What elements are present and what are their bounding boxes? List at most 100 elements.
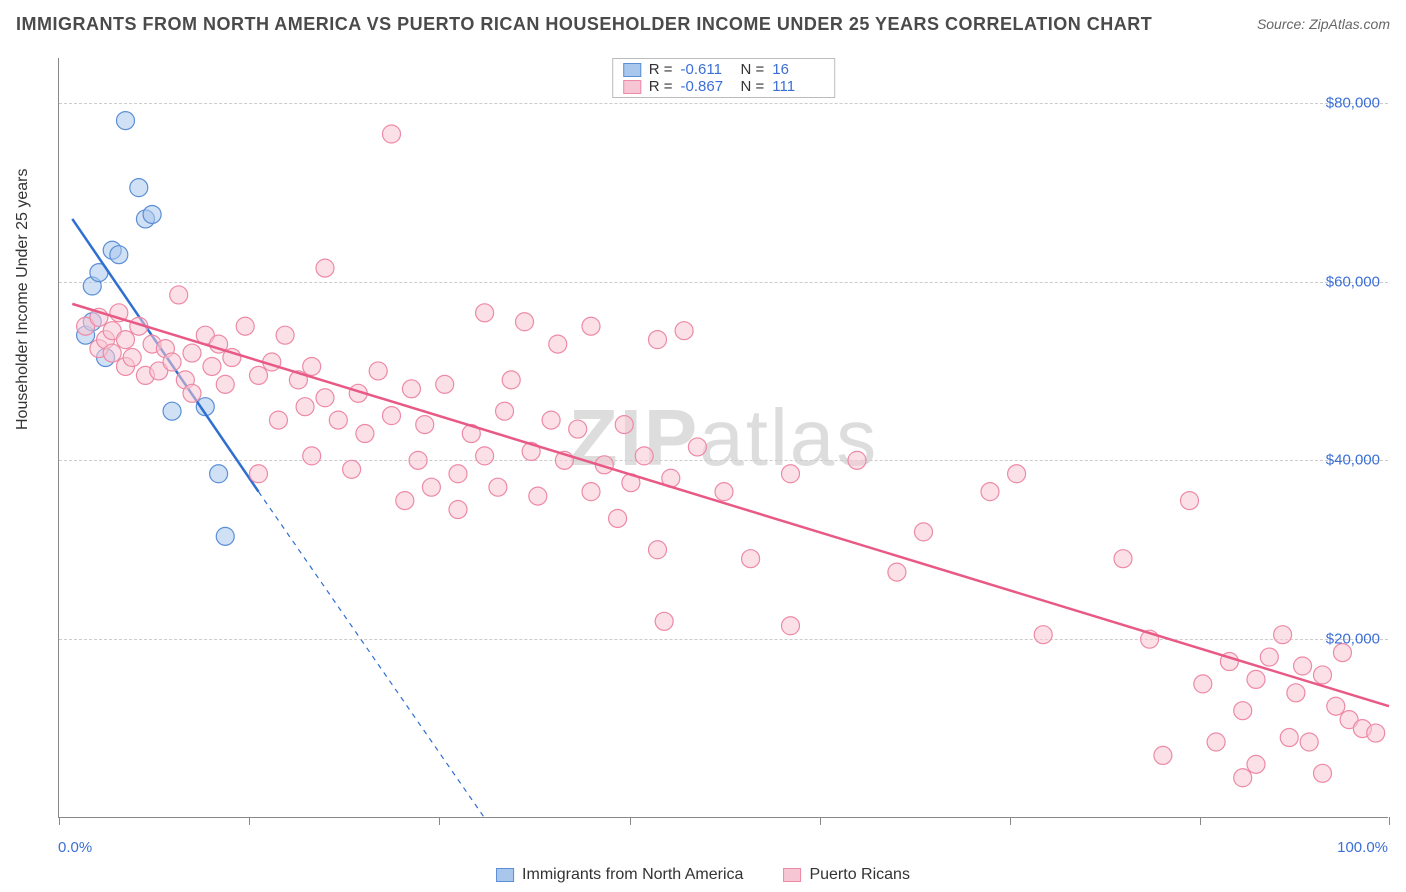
scatter-point xyxy=(250,465,268,483)
scatter-point xyxy=(117,112,135,130)
scatter-point xyxy=(436,375,454,393)
n-value-blue: 16 xyxy=(772,61,824,78)
y-tick-label: $60,000 xyxy=(1326,273,1380,290)
scatter-point xyxy=(416,416,434,434)
scatter-point xyxy=(529,487,547,505)
scatter-point xyxy=(981,483,999,501)
legend-item-blue: Immigrants from North America xyxy=(496,866,743,884)
scatter-point xyxy=(542,411,560,429)
scatter-point xyxy=(103,344,121,362)
scatter-point xyxy=(715,483,733,501)
stats-row-blue: R = -0.611 N = 16 xyxy=(613,61,835,78)
y-tick-label: $40,000 xyxy=(1326,452,1380,469)
scatter-point xyxy=(163,353,181,371)
scatter-point xyxy=(1314,666,1332,684)
scatter-point xyxy=(1247,755,1265,773)
swatch-blue xyxy=(623,63,641,77)
scatter-point xyxy=(402,380,420,398)
scatter-point xyxy=(915,523,933,541)
scatter-point xyxy=(183,344,201,362)
scatter-point xyxy=(675,322,693,340)
scatter-point xyxy=(449,465,467,483)
scatter-point xyxy=(216,527,234,545)
scatter-point xyxy=(163,402,181,420)
legend-swatch-blue xyxy=(496,868,514,882)
scatter-point xyxy=(496,402,514,420)
r-label: R = xyxy=(649,61,673,78)
stats-row-pink: R = -0.867 N = 111 xyxy=(613,78,835,95)
scatter-point xyxy=(316,259,334,277)
scatter-point xyxy=(269,411,287,429)
scatter-point xyxy=(250,366,268,384)
scatter-point xyxy=(303,357,321,375)
scatter-point xyxy=(316,389,334,407)
y-tick-label: $80,000 xyxy=(1326,94,1380,111)
y-tick-label: $20,000 xyxy=(1326,631,1380,648)
scatter-point xyxy=(1367,724,1385,742)
scatter-point xyxy=(1194,675,1212,693)
scatter-point xyxy=(422,478,440,496)
chart-title: IMMIGRANTS FROM NORTH AMERICA VS PUERTO … xyxy=(16,14,1152,35)
scatter-point xyxy=(742,550,760,568)
scatter-point xyxy=(1247,670,1265,688)
scatter-point xyxy=(649,331,667,349)
scatter-point xyxy=(1154,746,1172,764)
n-label: N = xyxy=(741,61,765,78)
scatter-point xyxy=(688,438,706,456)
scatter-point xyxy=(782,617,800,635)
scatter-point xyxy=(409,451,427,469)
scatter-point xyxy=(449,501,467,519)
r-label: R = xyxy=(649,78,673,95)
y-axis-label: Householder Income Under 25 years xyxy=(14,169,32,430)
scatter-point xyxy=(888,563,906,581)
scatter-point xyxy=(203,357,221,375)
n-label: N = xyxy=(741,78,765,95)
scatter-point xyxy=(296,398,314,416)
scatter-point xyxy=(609,509,627,527)
n-value-pink: 111 xyxy=(772,78,824,95)
scatter-point xyxy=(1327,697,1345,715)
legend-label-blue: Immigrants from North America xyxy=(522,866,743,884)
scatter-point xyxy=(369,362,387,380)
scatter-point xyxy=(110,246,128,264)
scatter-point xyxy=(1234,702,1252,720)
scatter-point xyxy=(848,451,866,469)
scatter-point xyxy=(1314,764,1332,782)
scatter-point xyxy=(383,125,401,143)
scatter-point xyxy=(123,349,141,367)
scatter-point xyxy=(615,416,633,434)
scatter-point xyxy=(117,331,135,349)
scatter-point xyxy=(635,447,653,465)
scatter-point xyxy=(582,317,600,335)
scatter-point xyxy=(383,407,401,425)
scatter-point xyxy=(655,612,673,630)
plot-area: ZIPatlas R = -0.611 N = 16 R = -0.867 N … xyxy=(58,58,1388,818)
scatter-point xyxy=(549,335,567,353)
scatter-point xyxy=(303,447,321,465)
trend-line-extrapolated xyxy=(259,492,485,818)
swatch-pink xyxy=(623,80,641,94)
scatter-point xyxy=(329,411,347,429)
scatter-point xyxy=(476,304,494,322)
scatter-point xyxy=(1207,733,1225,751)
scatter-point xyxy=(343,460,361,478)
x-tick-right: 100.0% xyxy=(1337,839,1388,856)
scatter-point xyxy=(396,492,414,510)
scatter-point xyxy=(476,447,494,465)
scatter-point xyxy=(356,425,374,443)
scatter-point xyxy=(1280,729,1298,747)
scatter-point xyxy=(1034,626,1052,644)
stats-legend: R = -0.611 N = 16 R = -0.867 N = 111 xyxy=(612,58,836,98)
scatter-point xyxy=(236,317,254,335)
scatter-point xyxy=(1114,550,1132,568)
scatter-point xyxy=(210,465,228,483)
scatter-point xyxy=(1300,733,1318,751)
scatter-point xyxy=(502,371,520,389)
scatter-point xyxy=(516,313,534,331)
scatter-point xyxy=(649,541,667,559)
scatter-point xyxy=(782,465,800,483)
legend-item-pink: Puerto Ricans xyxy=(783,866,910,884)
legend-swatch-pink xyxy=(783,868,801,882)
r-value-pink: -0.867 xyxy=(681,78,733,95)
scatter-point xyxy=(569,420,587,438)
